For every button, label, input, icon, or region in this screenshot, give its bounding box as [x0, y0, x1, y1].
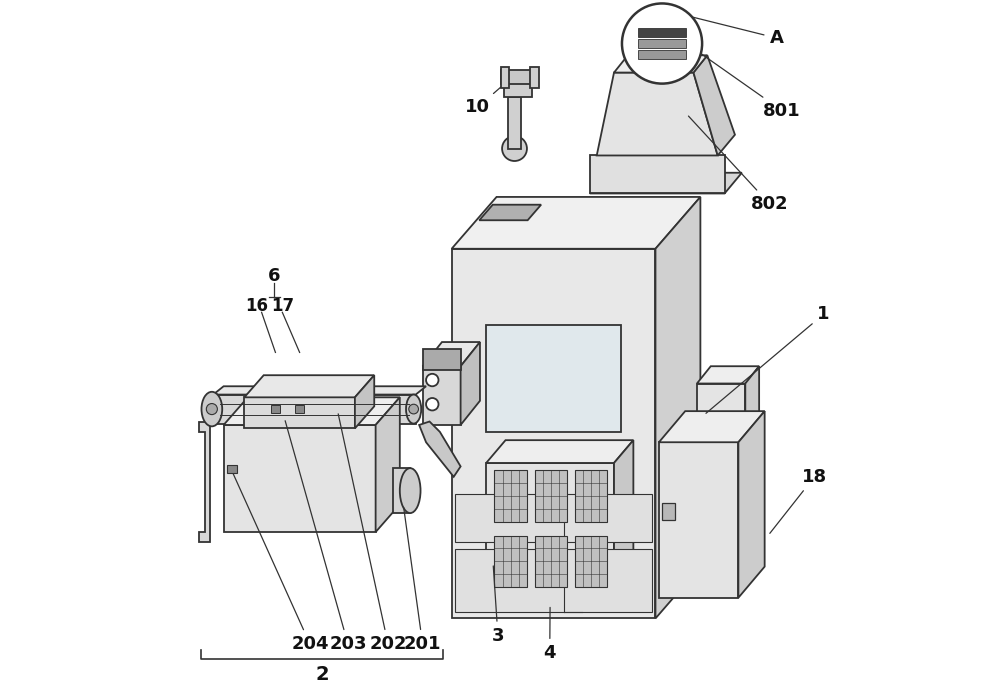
- Bar: [535, 536, 567, 587]
- Bar: [501, 70, 535, 84]
- Circle shape: [426, 398, 439, 410]
- Bar: [634, 39, 686, 48]
- Polygon shape: [693, 55, 735, 155]
- Polygon shape: [199, 422, 210, 542]
- Bar: [530, 67, 539, 88]
- Polygon shape: [655, 197, 700, 618]
- Polygon shape: [738, 411, 765, 598]
- Polygon shape: [244, 397, 355, 428]
- Polygon shape: [590, 173, 742, 193]
- Text: 802: 802: [688, 116, 788, 213]
- Text: 6: 6: [268, 267, 280, 285]
- Polygon shape: [355, 375, 374, 428]
- Bar: [486, 325, 621, 432]
- Polygon shape: [614, 440, 633, 598]
- Text: 1: 1: [706, 305, 830, 413]
- Polygon shape: [452, 197, 700, 249]
- Polygon shape: [659, 442, 738, 598]
- Text: 2: 2: [316, 665, 329, 684]
- Text: 18: 18: [770, 468, 827, 533]
- Text: 204: 204: [232, 471, 329, 653]
- Bar: [227, 465, 237, 473]
- Polygon shape: [452, 249, 655, 618]
- Text: 202: 202: [338, 414, 407, 653]
- Text: 801: 801: [671, 32, 801, 120]
- Bar: [575, 470, 607, 522]
- Polygon shape: [423, 366, 461, 425]
- Polygon shape: [376, 397, 400, 532]
- Text: 4: 4: [544, 607, 556, 662]
- Polygon shape: [697, 384, 745, 536]
- Polygon shape: [213, 386, 426, 395]
- Text: 201: 201: [404, 507, 441, 653]
- Bar: [634, 49, 686, 57]
- Circle shape: [206, 404, 217, 415]
- Polygon shape: [461, 342, 480, 425]
- Circle shape: [622, 3, 702, 84]
- Polygon shape: [614, 55, 707, 73]
- Polygon shape: [697, 366, 759, 384]
- Bar: [662, 503, 675, 520]
- Bar: [501, 67, 509, 88]
- Circle shape: [502, 136, 527, 161]
- Polygon shape: [423, 342, 480, 366]
- Bar: [455, 494, 652, 542]
- Bar: [271, 405, 280, 413]
- Polygon shape: [486, 440, 633, 463]
- Polygon shape: [597, 73, 718, 155]
- Bar: [638, 50, 686, 59]
- Text: 16: 16: [245, 297, 268, 315]
- Text: 17: 17: [271, 297, 294, 315]
- Bar: [508, 97, 521, 149]
- Bar: [535, 470, 567, 522]
- Bar: [638, 39, 686, 48]
- Circle shape: [426, 374, 439, 386]
- Bar: [494, 470, 527, 522]
- Text: 3: 3: [492, 566, 504, 645]
- Polygon shape: [659, 411, 765, 442]
- Text: A: A: [689, 16, 783, 47]
- Bar: [494, 536, 527, 587]
- Bar: [455, 549, 652, 612]
- Ellipse shape: [406, 395, 421, 424]
- Bar: [393, 468, 410, 513]
- Bar: [638, 28, 686, 37]
- Bar: [575, 536, 607, 587]
- Polygon shape: [419, 422, 461, 477]
- Bar: [590, 155, 725, 193]
- Polygon shape: [745, 366, 759, 536]
- Bar: [634, 30, 686, 38]
- Bar: [504, 83, 532, 97]
- Ellipse shape: [400, 468, 421, 513]
- Bar: [213, 395, 416, 424]
- Polygon shape: [224, 425, 376, 532]
- Circle shape: [409, 404, 418, 414]
- Text: 203: 203: [285, 421, 367, 653]
- Polygon shape: [224, 397, 400, 425]
- Text: 10: 10: [465, 71, 519, 116]
- Polygon shape: [244, 375, 374, 397]
- Polygon shape: [479, 205, 541, 220]
- Polygon shape: [486, 463, 614, 598]
- Ellipse shape: [201, 392, 222, 426]
- Bar: [295, 405, 304, 413]
- Polygon shape: [423, 349, 461, 370]
